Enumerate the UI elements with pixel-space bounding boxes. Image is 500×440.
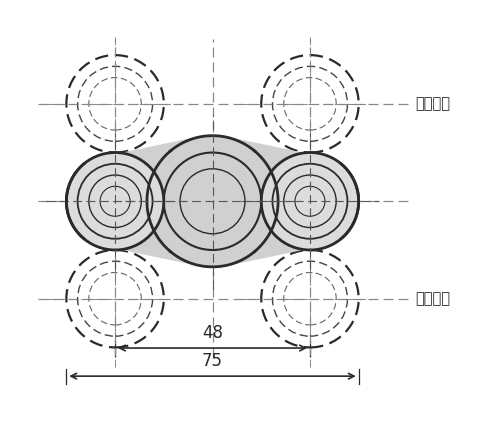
Circle shape <box>147 136 278 267</box>
Circle shape <box>147 136 278 267</box>
Text: 上限位置: 上限位置 <box>416 96 450 111</box>
Text: 48: 48 <box>202 324 223 342</box>
Circle shape <box>261 153 358 250</box>
Circle shape <box>122 160 205 243</box>
Text: 下限位置: 下限位置 <box>416 291 450 306</box>
Circle shape <box>66 153 164 250</box>
Polygon shape <box>223 136 302 266</box>
Text: 75: 75 <box>202 352 223 370</box>
Circle shape <box>261 153 358 250</box>
Circle shape <box>66 153 164 250</box>
Polygon shape <box>122 136 202 266</box>
Circle shape <box>66 153 164 250</box>
Circle shape <box>261 153 358 250</box>
Circle shape <box>220 160 302 243</box>
